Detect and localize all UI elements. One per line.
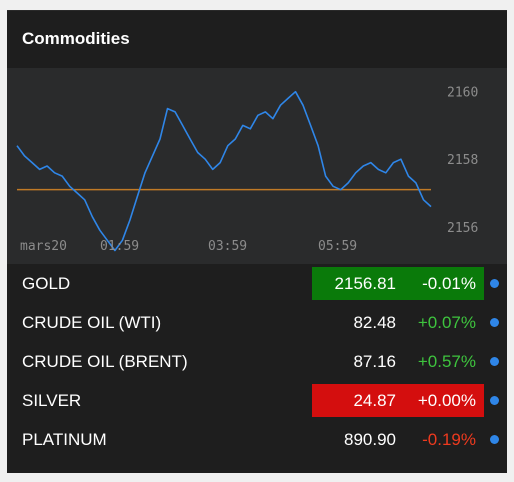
commodity-price: 82.48 <box>353 312 396 332</box>
commodity-price: 24.87 <box>353 390 396 410</box>
x-tick-label: 01:59 <box>100 239 139 254</box>
quote-cells: 24.87 +0.00% <box>312 384 484 417</box>
price-series-line <box>16 90 432 252</box>
commodity-name: CRUDE OIL (BRENT) <box>22 351 188 371</box>
x-tick-label: 05:59 <box>318 239 357 254</box>
commodity-name: GOLD <box>22 273 71 293</box>
commodity-list: GOLD 2156.81 -0.01% CRUDE OIL (WTI) 82.4… <box>7 264 507 459</box>
commodity-name: CRUDE OIL (WTI) <box>22 312 162 332</box>
commodity-change: -0.19% <box>422 429 476 449</box>
x-tick-label: 03:59 <box>208 239 247 254</box>
widget-header: Commodities <box>7 11 507 67</box>
commodity-name: PLATINUM <box>22 429 107 449</box>
quote-cells: 2156.81 -0.01% <box>312 267 484 300</box>
status-dot-icon <box>490 357 499 366</box>
commodity-row-platinum[interactable]: PLATINUM 890.90 -0.19% <box>7 420 507 459</box>
status-dot-icon <box>490 279 499 288</box>
widget-title: Commodities <box>22 29 130 48</box>
status-dot-icon <box>490 435 499 444</box>
price-chart[interactable]: 2156 2158 2160 mars20 01:59 03:59 05:59 <box>7 68 507 264</box>
quote-cells: 82.48 +0.07% <box>318 306 484 339</box>
commodity-row-silver[interactable]: SILVER 24.87 +0.00% <box>7 381 507 420</box>
status-dot-icon <box>490 318 499 327</box>
commodity-price: 2156.81 <box>334 273 396 293</box>
commodity-row-crude-oil-brent[interactable]: CRUDE OIL (BRENT) 87.16 +0.57% <box>7 342 507 381</box>
y-tick-label: 2158 <box>447 153 478 168</box>
status-dot-icon <box>490 396 499 405</box>
quote-cells: 890.90 -0.19% <box>318 423 484 456</box>
commodity-change: -0.01% <box>422 273 476 293</box>
commodity-change: +0.07% <box>417 312 476 332</box>
commodity-row-gold[interactable]: GOLD 2156.81 -0.01% <box>7 264 507 303</box>
x-tick-label: mars20 <box>20 239 67 254</box>
quote-cells: 87.16 +0.57% <box>318 345 484 378</box>
price-chart-svg: 2156 2158 2160 mars20 01:59 03:59 05:59 <box>16 86 478 254</box>
commodity-price: 87.16 <box>353 351 396 371</box>
y-tick-label: 2160 <box>447 86 478 101</box>
commodity-change: +0.57% <box>417 351 476 371</box>
commodity-price: 890.90 <box>344 429 396 449</box>
y-tick-label: 2156 <box>447 221 478 236</box>
commodity-row-crude-oil-wti[interactable]: CRUDE OIL (WTI) 82.48 +0.07% <box>7 303 507 342</box>
commodity-change: +0.00% <box>417 390 476 410</box>
commodities-widget: Commodities 2156 2158 2160 mars20 01:59 03:5… <box>7 10 507 473</box>
commodity-name: SILVER <box>22 390 82 410</box>
